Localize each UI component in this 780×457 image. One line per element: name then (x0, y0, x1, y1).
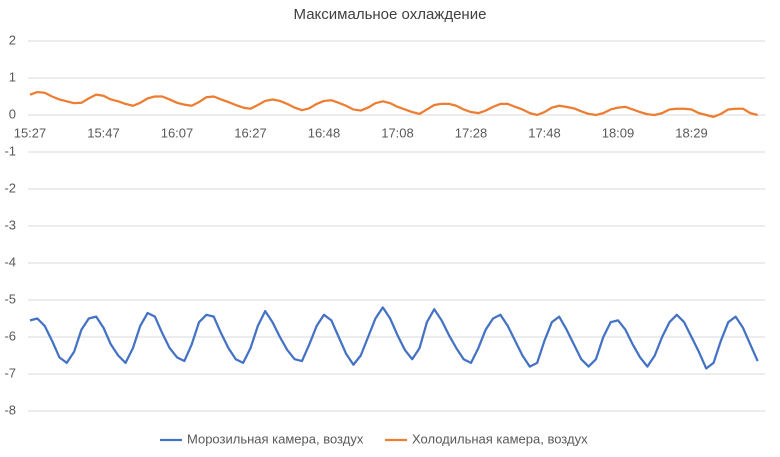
x-tick-label: 17:48 (528, 125, 561, 140)
y-tick-label: -2 (4, 180, 16, 195)
x-tick-label: 16:48 (308, 125, 341, 140)
y-tick-label: -4 (4, 254, 16, 269)
y-tick-label: -6 (4, 328, 16, 343)
y-tick-label: -3 (4, 217, 16, 232)
series-line (29, 90, 758, 118)
legend-label: Холодильная камера, воздух (412, 431, 588, 446)
chart-title: Максимальное охлаждение (294, 6, 487, 23)
y-tick-label: -8 (4, 402, 16, 417)
y-tick-label: -5 (4, 291, 16, 306)
x-tick-label: 16:07 (161, 125, 194, 140)
series-line (29, 306, 759, 370)
x-tick-label: 15:47 (87, 125, 120, 140)
y-tick-label: 1 (9, 69, 16, 84)
y-tick-label: -7 (4, 365, 16, 380)
x-tick-label: 17:28 (455, 125, 488, 140)
y-tick-label: 0 (9, 106, 16, 121)
y-tick-label: 2 (9, 32, 16, 47)
x-tick-label: 18:09 (602, 125, 635, 140)
x-tick-label: 17:08 (381, 125, 414, 140)
y-tick-label: -1 (4, 143, 16, 158)
x-tick-label: 16:27 (234, 125, 267, 140)
legend-label: Морозильная камера, воздух (187, 431, 364, 446)
x-tick-label: 18:29 (675, 125, 708, 140)
x-tick-label: 15:27 (14, 125, 47, 140)
